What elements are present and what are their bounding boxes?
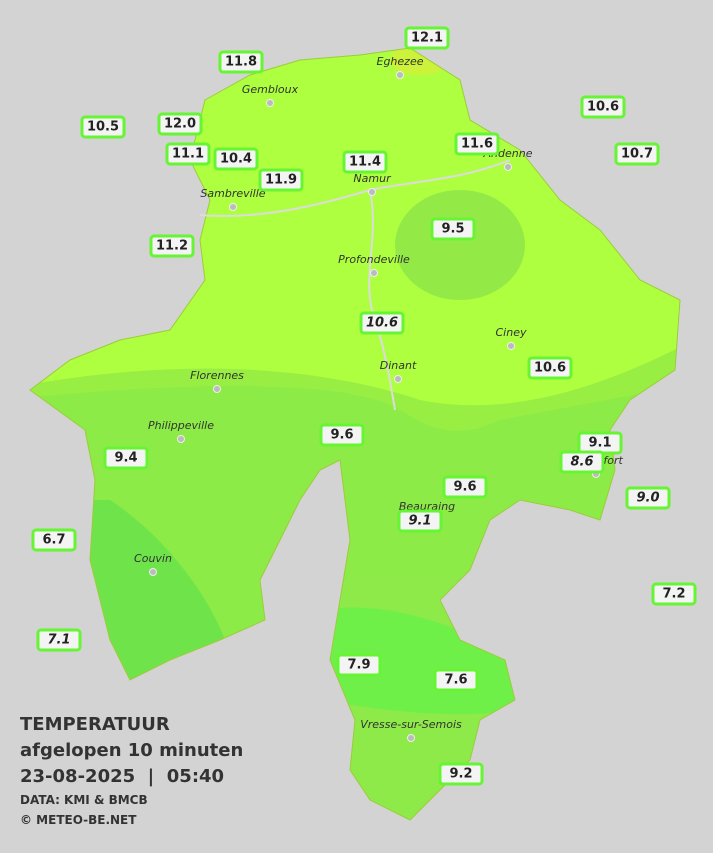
place-label: Sambreville [200, 187, 265, 200]
station-box [103, 446, 149, 470]
station-box [319, 423, 365, 447]
station-box [342, 150, 388, 174]
station-value: 11.9 [265, 173, 297, 188]
station-value: 10.6 [534, 361, 566, 376]
station-box [404, 26, 450, 50]
station-value: 9.5 [441, 222, 464, 237]
legend-copyright: © METEO-BE.NET [20, 813, 137, 827]
station-box [149, 234, 195, 258]
station-value: 12.1 [411, 31, 443, 46]
station-value: 9.6 [453, 480, 476, 495]
station-value: 8.6 [570, 455, 593, 470]
place-dot [368, 188, 376, 196]
place-dot [213, 385, 221, 393]
station-box [580, 95, 626, 119]
station-value: 9.4 [114, 451, 137, 466]
place-label: Philippeville [148, 419, 214, 432]
place-dot [266, 99, 274, 107]
station-value: 10.4 [220, 152, 252, 167]
place-dot [149, 568, 157, 576]
station-value: 11.1 [172, 147, 204, 162]
place-label: Dinant [380, 359, 417, 372]
station-value: 9.1 [408, 514, 431, 529]
station-box [336, 653, 382, 677]
stations: 12.1 11.8 10.5 12.0 10.6 11.1 10.4 11.6 10.7 11.4… [31, 26, 697, 786]
station-box [454, 132, 500, 156]
station-box [36, 628, 82, 652]
station-value: 10.5 [87, 120, 119, 135]
place-dot [507, 342, 515, 350]
station-box [614, 142, 660, 166]
station-box [438, 762, 484, 786]
place-label: Gembloux [242, 83, 299, 96]
station-value: 10.7 [621, 147, 653, 162]
station-box [213, 147, 259, 171]
station-value: 10.6 [366, 316, 398, 331]
legend-datetime: 23-08-2025 | 05:40 [20, 766, 224, 787]
station-box [651, 582, 697, 606]
station-box [359, 311, 405, 335]
place-dot [229, 203, 237, 211]
place-label: Namur [353, 172, 392, 185]
station-value: 11.8 [225, 55, 257, 70]
station-box [442, 475, 488, 499]
station-box [165, 142, 211, 166]
station-value: 9.2 [449, 767, 472, 782]
station-box [80, 115, 126, 139]
place-dot [504, 163, 512, 171]
place-label: Eghezee [377, 55, 424, 68]
station-box [625, 486, 671, 510]
legend-title: TEMPERATUUR [20, 714, 170, 735]
station-value: 9.1 [588, 436, 611, 451]
place-dot [394, 375, 402, 383]
station-value: 7.9 [347, 658, 370, 673]
station-value: 7.6 [444, 673, 467, 688]
station-box [430, 217, 476, 241]
station-box [218, 50, 264, 74]
place-label: Couvin [134, 552, 172, 565]
station-box [258, 168, 304, 192]
station-value: 11.4 [349, 155, 381, 170]
place-label: Vresse-sur-Semois [360, 718, 462, 731]
place-label: Ciney [496, 326, 527, 339]
station-box [433, 668, 479, 692]
station-box [527, 356, 573, 380]
place-dot [396, 71, 404, 79]
station-value: 11.6 [461, 137, 493, 152]
station-value: 10.6 [587, 100, 619, 115]
legend: TEMPERATUUR afgelopen 10 minuten 23-08-2… [20, 714, 243, 827]
station-box [397, 509, 443, 533]
station-box [559, 450, 605, 474]
place-label: Profondeville [338, 253, 410, 266]
station-value: 9.6 [330, 428, 353, 443]
place-label: Florennes [190, 369, 244, 382]
place-dot [370, 269, 378, 277]
station-value: 11.2 [156, 239, 188, 254]
legend-source: DATA: KMI & BMCB [20, 793, 148, 807]
station-value: 9.0 [636, 491, 659, 506]
place-dot [177, 435, 185, 443]
place-dot [407, 734, 415, 742]
station-box [31, 528, 77, 552]
legend-subtitle: afgelopen 10 minuten [20, 740, 243, 761]
station-value: 6.7 [42, 533, 65, 548]
station-box [157, 112, 203, 136]
station-value: 7.2 [662, 587, 685, 602]
station-value: 12.0 [164, 117, 196, 132]
station-value: 7.1 [47, 633, 70, 648]
